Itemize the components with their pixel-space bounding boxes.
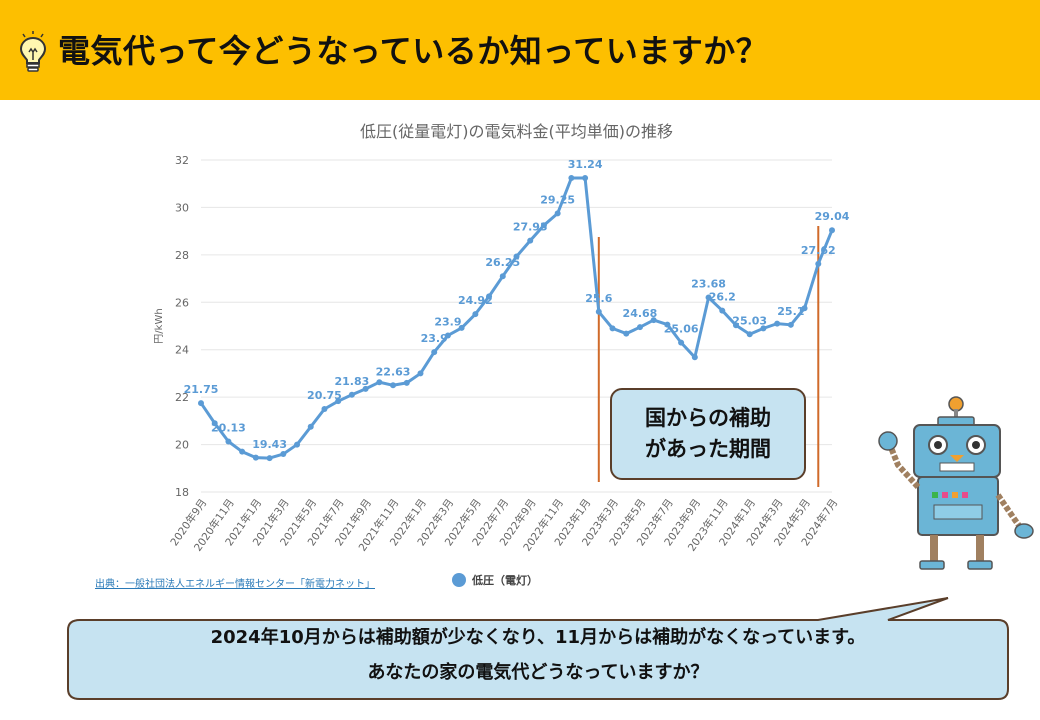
data-point (554, 210, 561, 217)
data-label: 26.25 (485, 256, 520, 269)
y-tick-label: 26 (175, 296, 189, 309)
data-point (307, 423, 314, 430)
bubble-line-1: 2024年10月からは補助額が少なくなり、11月からは補助がなくなっています。 (210, 627, 866, 648)
data-point (486, 293, 493, 300)
data-point (774, 320, 781, 327)
data-label: 21.83 (334, 375, 369, 388)
data-label: 22.63 (376, 365, 411, 378)
data-point (266, 455, 273, 462)
y-tick-label: 30 (175, 201, 189, 214)
data-point (198, 400, 204, 407)
data-label: 27.62 (801, 244, 836, 257)
data-point (239, 448, 246, 455)
data-label: 23.68 (691, 278, 726, 291)
source-link[interactable]: 出典：一般社団法人エネルギー情報センター「新電力ネット」 (95, 579, 375, 590)
data-label: 26.2 (709, 291, 736, 304)
robot-illustration (878, 396, 1034, 570)
data-label: 31.24 (568, 158, 603, 171)
data-point (335, 398, 342, 405)
data-point (568, 175, 575, 182)
data-label: 27.93 (513, 221, 548, 234)
data-point (636, 324, 643, 331)
data-point (664, 321, 671, 328)
data-label: 25.6 (585, 292, 612, 305)
data-label: 21.75 (184, 383, 219, 396)
y-tick-label: 28 (175, 249, 189, 262)
legend-label: 低圧（電灯） (471, 573, 538, 587)
y-tick-label: 20 (175, 439, 189, 452)
data-label: 20.13 (211, 421, 246, 434)
data-point (582, 175, 589, 182)
header-bar: 電気代って今どうなっているか知っていますか？ (0, 0, 1040, 100)
data-point (390, 382, 397, 389)
data-label: 25.1 (777, 305, 804, 318)
bubble-text: 2024年10月からは補助額が少なくなり、11月からは補助がなくなっています。 … (68, 620, 1008, 690)
data-label: 25.06 (664, 323, 699, 336)
data-point (650, 317, 657, 324)
callout-line-2: があった期間 (645, 437, 771, 461)
chart-title: 低圧(従量電灯)の電気料金(平均単価)の推移 (360, 122, 673, 141)
data-point (801, 305, 808, 312)
callout-line-1: 国からの補助 (645, 406, 771, 430)
data-point (362, 385, 369, 392)
data-label: 25.03 (732, 314, 767, 327)
data-point (458, 324, 465, 331)
data-point (321, 406, 328, 412)
data-point (527, 237, 534, 244)
data-point (609, 325, 616, 332)
data-point (417, 370, 424, 377)
bubble-line-2: あなたの家の電気代どうなっていますか？ (367, 662, 709, 683)
data-point (280, 451, 287, 458)
data-point (431, 349, 438, 356)
data-point (444, 332, 451, 339)
y-tick-label: 22 (175, 391, 189, 404)
data-point (815, 260, 822, 267)
page-title: 電気代って今どうなっているか知っていますか？ (58, 32, 769, 70)
data-point (678, 339, 685, 346)
y-tick-label: 24 (175, 344, 189, 357)
data-point (252, 454, 259, 461)
data-label: 29.04 (815, 210, 850, 223)
subsidy-callout: 国からの補助 があった期間 (610, 388, 806, 480)
data-point (472, 311, 479, 318)
data-point (225, 438, 232, 445)
y-axis-label: 円/kWh (154, 308, 165, 343)
lightbulb-icon (19, 31, 47, 72)
data-label: 29.25 (540, 193, 575, 206)
data-point (499, 273, 506, 280)
data-point (732, 322, 739, 329)
data-label: 23.9 (421, 332, 448, 345)
data-point (595, 308, 602, 315)
data-label: 19.43 (252, 438, 287, 451)
data-point (705, 294, 712, 301)
data-point (719, 307, 726, 314)
data-label: 24.92 (458, 294, 493, 307)
y-tick-label: 32 (175, 154, 189, 167)
data-label: 24.68 (623, 307, 658, 320)
y-tick-label: 18 (175, 486, 189, 499)
data-point (294, 441, 301, 448)
data-point (623, 330, 630, 337)
data-point (760, 325, 767, 332)
data-point (746, 331, 753, 338)
data-label: 23.9 (434, 315, 461, 328)
data-point (348, 391, 355, 398)
data-point (513, 253, 520, 260)
data-label: 20.75 (307, 389, 342, 402)
data-point (211, 420, 218, 427)
data-point (829, 227, 835, 234)
data-point (376, 379, 383, 386)
legend-marker (452, 573, 466, 587)
data-point (787, 321, 794, 328)
data-point (540, 222, 547, 229)
data-point (691, 354, 698, 361)
data-point (403, 379, 410, 386)
